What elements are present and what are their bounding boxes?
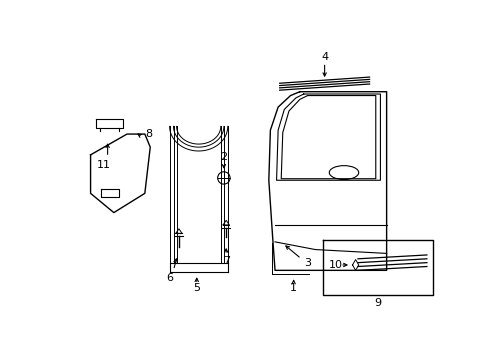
Text: 2: 2 <box>220 152 227 162</box>
Text: 6: 6 <box>166 273 173 283</box>
Text: 4: 4 <box>321 52 327 62</box>
Text: 7: 7 <box>222 256 229 266</box>
Text: 3: 3 <box>304 258 310 269</box>
Text: 8: 8 <box>145 129 152 139</box>
Text: 9: 9 <box>374 298 381 308</box>
Text: 5: 5 <box>193 283 200 293</box>
Text: 11: 11 <box>97 160 110 170</box>
Text: 1: 1 <box>289 283 297 293</box>
Text: 10: 10 <box>328 260 343 270</box>
